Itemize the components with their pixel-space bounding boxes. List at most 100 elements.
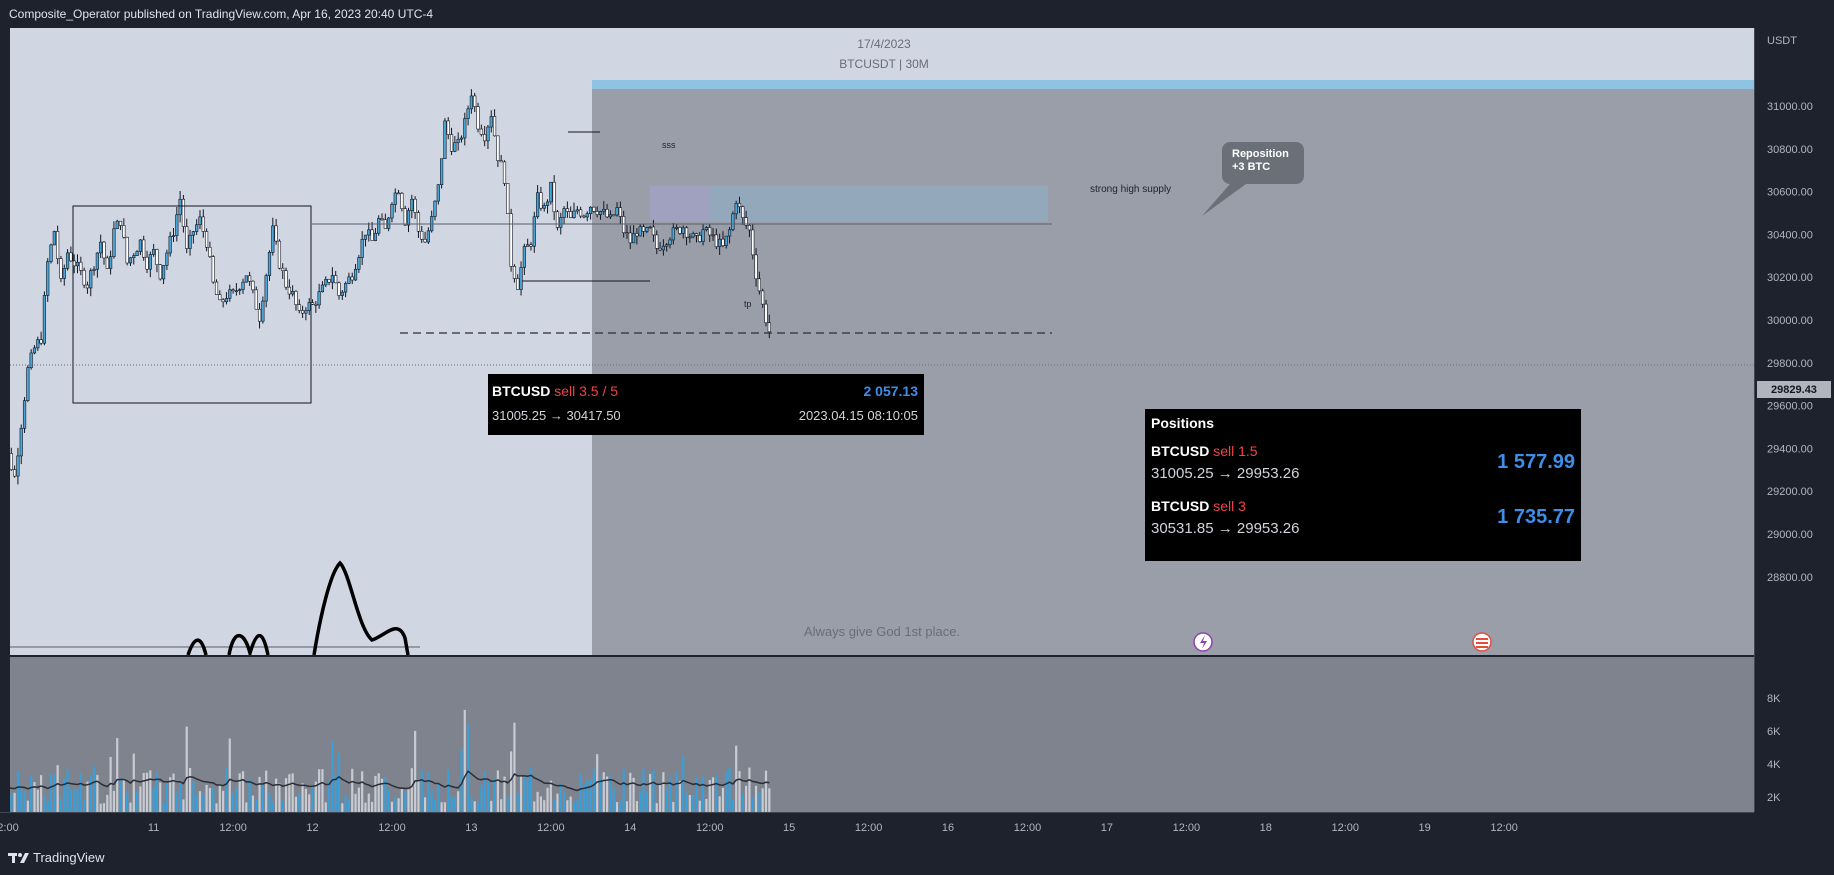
candle (423, 238, 427, 243)
volume-pane[interactable] (10, 657, 1754, 812)
volume-bar (284, 778, 288, 812)
volume-bar (549, 780, 552, 812)
volume-bar (347, 800, 351, 812)
candle (59, 258, 63, 279)
candle (635, 233, 639, 237)
candle (562, 208, 566, 218)
candle (79, 261, 83, 271)
candle (340, 291, 344, 296)
candle (334, 275, 338, 284)
candle (175, 214, 179, 236)
candle (704, 227, 709, 231)
volume-bar (212, 787, 215, 812)
volume-bar (337, 753, 341, 812)
volume-bar (420, 770, 423, 812)
price-axis[interactable]: USDT 31000.00 30800.00 30600.00 30400.00 302… (1754, 28, 1834, 812)
volume-bar (374, 775, 377, 812)
volume-bar (612, 788, 615, 812)
price-tick-label: 29000.00 (1767, 529, 1813, 541)
volume-bar (516, 793, 519, 812)
candle (413, 198, 417, 213)
time-tick-label: 12:00 (1331, 822, 1359, 834)
candle (257, 308, 262, 322)
callout-bubble (1202, 142, 1304, 216)
candle (684, 227, 689, 238)
price-chart-pane[interactable]: 17/4/2023 BTCUSDT | 30M Always give God … (10, 28, 1754, 655)
volume-bar (235, 787, 238, 812)
candle (764, 303, 768, 324)
currency-label: USDT (1767, 35, 1797, 47)
volume-bar (169, 777, 172, 812)
candle (529, 244, 533, 247)
candle (469, 95, 474, 110)
volume-bar (519, 775, 523, 812)
candle (744, 217, 748, 226)
volume-bar (503, 776, 506, 812)
candle (549, 181, 553, 203)
candle (598, 211, 603, 215)
time-tick-label: 13 (465, 822, 477, 834)
volume-bar (241, 771, 245, 812)
volume-bar (390, 801, 394, 812)
time-tick-label: 12:00 (855, 822, 883, 834)
candle (82, 270, 86, 286)
position-row: BTCUSD sell 3 30531.85 → 29953.26 1 735.… (1151, 498, 1575, 548)
volume-bar (172, 773, 175, 812)
time-tick-label: 11 (148, 822, 159, 834)
candle (271, 225, 275, 253)
volume-bar (572, 801, 576, 812)
volume-bar (645, 792, 648, 812)
volume-bar (76, 788, 79, 812)
candle (254, 289, 258, 310)
price-tick-label: 30600.00 (1767, 187, 1813, 199)
volume-bar (116, 738, 119, 812)
volume-bar (327, 781, 331, 812)
candle (185, 226, 189, 249)
candle (701, 229, 705, 242)
last-price: 29829.43 (1771, 384, 1817, 396)
volume-bar (721, 787, 725, 812)
volume-bar (371, 801, 374, 812)
volume-tick-label: 8K (1767, 693, 1781, 705)
volume-bar (440, 802, 443, 812)
time-axis[interactable]: 2:00 11 12:00 12 12:00 13 12:00 14 12:00 15 12:00 1… (0, 812, 1754, 841)
volume-bar (354, 793, 357, 812)
candle (542, 205, 546, 209)
candle (724, 235, 728, 246)
volume-bar (702, 776, 705, 812)
candle (761, 290, 765, 305)
tp-label: tp (744, 299, 752, 309)
volume-bar (208, 787, 212, 812)
volume-bar (592, 769, 595, 812)
candle (85, 284, 90, 289)
volume-bar (202, 793, 205, 812)
candle (39, 339, 43, 344)
candle (211, 256, 215, 283)
volume-bar (500, 799, 503, 812)
candle (208, 246, 212, 257)
candle (400, 192, 404, 209)
candle (171, 235, 176, 237)
price-axis-svg[interactable]: USDT 31000.00 30800.00 30600.00 30400.00 302… (1755, 28, 1834, 812)
time-axis-svg[interactable]: 2:00 11 12:00 12 12:00 13 12:00 14 12:00 15 12:00 1… (0, 813, 1754, 841)
candle (714, 234, 718, 247)
lightning-icon[interactable] (1193, 632, 1213, 652)
candle (218, 294, 222, 301)
volume-bar (559, 783, 562, 812)
us-flag-icon[interactable] (1472, 632, 1492, 652)
candle (741, 206, 745, 218)
volume-bar (192, 781, 195, 812)
candle (291, 290, 295, 295)
volume-svg[interactable] (10, 657, 1754, 812)
volume-bar (589, 779, 592, 812)
candle (476, 106, 480, 130)
candle (459, 137, 464, 140)
candle (456, 138, 460, 143)
volume-bar (450, 796, 453, 812)
candle (317, 291, 321, 306)
candle (688, 236, 692, 239)
candle (552, 181, 556, 213)
candle (711, 234, 715, 237)
candle (248, 275, 252, 282)
volume-bar (470, 797, 473, 812)
